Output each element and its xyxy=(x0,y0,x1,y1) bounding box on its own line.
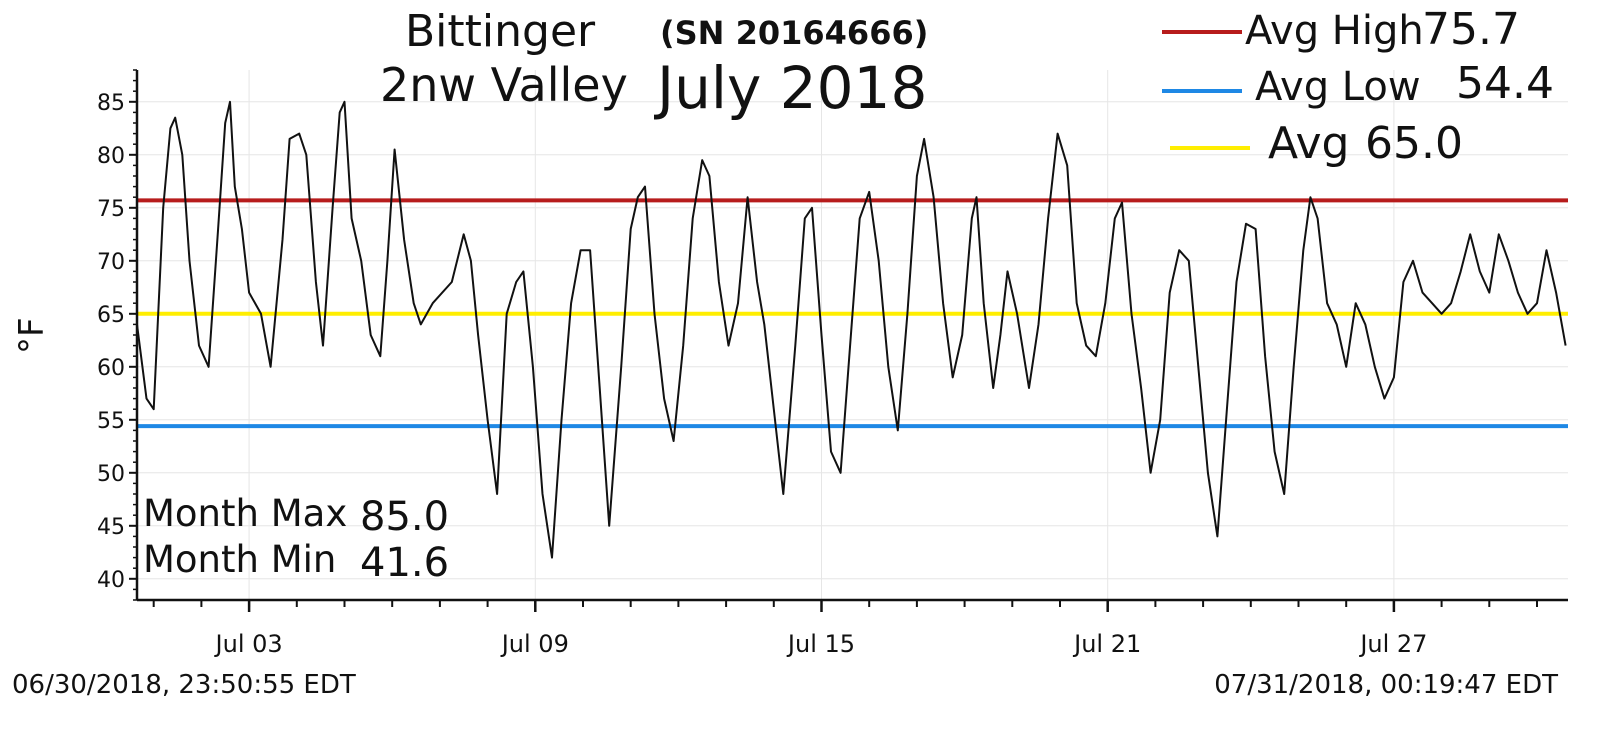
y-tick-label: 45 xyxy=(97,515,125,540)
y-tick-label: 55 xyxy=(97,409,125,434)
legend-avg-low-value: 54.4 xyxy=(1456,58,1554,109)
x-tick-label: Jul 27 xyxy=(1358,630,1427,658)
legend-avg-high-swatch xyxy=(1162,30,1242,34)
month-max-label: Month Max xyxy=(143,492,348,535)
legend-avg-low-label: Avg Low xyxy=(1255,64,1421,110)
range-start-timestamp: 06/30/2018, 23:50:55 EDT xyxy=(12,670,356,700)
month-min-value: 41.6 xyxy=(360,540,450,586)
month-max-value: 85.0 xyxy=(360,494,450,540)
x-tick-label: Jul 09 xyxy=(500,630,569,658)
y-tick-label: 50 xyxy=(97,462,125,487)
x-tick-label: Jul 21 xyxy=(1072,630,1141,658)
x-tick-labels: Jul 03 Jul 09 Jul 15 Jul 21 Jul 27 xyxy=(214,630,1428,658)
y-tick-label: 75 xyxy=(97,197,125,222)
serial-number: (SN 20164666) xyxy=(660,14,929,52)
legend-avg-value: 65.0 xyxy=(1365,118,1463,169)
y-axis-label: °F xyxy=(12,317,52,354)
y-tick-label: 40 xyxy=(97,568,125,593)
y-tick-label: 60 xyxy=(97,356,125,381)
station-name-line1: Bittinger xyxy=(405,6,596,57)
y-tick-labels: 40 45 50 55 60 65 70 75 80 85 xyxy=(97,91,125,593)
chart-title-month: July 2018 xyxy=(657,54,928,122)
y-tick-label: 85 xyxy=(97,91,125,116)
y-tick-label: 70 xyxy=(97,250,125,275)
legend-avg-label: Avg xyxy=(1268,118,1350,169)
legend-avg-swatch xyxy=(1170,146,1250,150)
legend-avg-high-value: 75.7 xyxy=(1422,4,1520,55)
series-group xyxy=(136,100,1567,559)
month-min-label: Month Min xyxy=(143,538,337,581)
y-tick-label: 65 xyxy=(97,303,125,328)
legend-avg-high-label: Avg High xyxy=(1245,8,1424,54)
legend-avg-low-swatch xyxy=(1162,89,1242,93)
temperature-series-line xyxy=(136,100,1567,559)
range-end-timestamp: 07/31/2018, 00:19:47 EDT xyxy=(1214,670,1558,700)
chart-grid xyxy=(137,70,1568,600)
x-tick-label: Jul 03 xyxy=(214,630,283,658)
x-tick-label: Jul 15 xyxy=(786,630,855,658)
chart-axes xyxy=(129,69,1568,612)
y-tick-label: 80 xyxy=(97,144,125,169)
station-name-line2: 2nw Valley xyxy=(380,58,628,112)
